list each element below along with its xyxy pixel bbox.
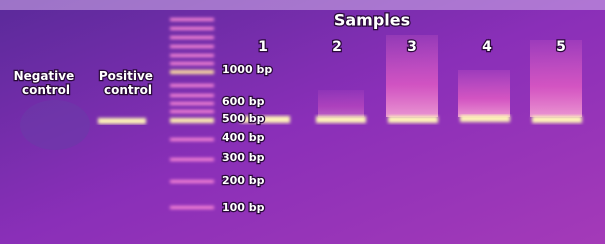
gel-image: Samples 1 2 3 4 5 Negative control Posit… bbox=[0, 0, 605, 244]
lane-number: 3 bbox=[407, 39, 417, 55]
ladder-label: 100 bp bbox=[222, 201, 265, 214]
label-line: Positive bbox=[99, 69, 157, 83]
page: Samples 1 2 3 4 5 Negative control Posit… bbox=[0, 0, 605, 244]
ladder-label: 500 bp bbox=[222, 112, 265, 125]
lane-number: 2 bbox=[332, 39, 342, 55]
ladder-label: 200 bp bbox=[222, 174, 265, 187]
lane-number: 1 bbox=[258, 39, 268, 55]
label-line: control bbox=[22, 83, 70, 97]
ladder-label: 300 bp bbox=[222, 151, 265, 164]
samples-title: Samples bbox=[334, 11, 410, 30]
gel-background bbox=[0, 0, 605, 244]
lane-number: 5 bbox=[556, 39, 566, 55]
label-line: control bbox=[104, 83, 152, 97]
lane-number: 4 bbox=[482, 39, 492, 55]
label-line: Negative bbox=[14, 69, 79, 83]
gel-edge bbox=[0, 0, 605, 10]
ladder-label: 1000 bp bbox=[222, 63, 272, 76]
ladder-label: 400 bp bbox=[222, 131, 265, 144]
positive-control-label: Positive control bbox=[99, 69, 157, 97]
negative-control-label: Negative control bbox=[14, 69, 79, 97]
ladder-label: 600 bp bbox=[222, 95, 265, 108]
negative-well bbox=[20, 100, 90, 150]
